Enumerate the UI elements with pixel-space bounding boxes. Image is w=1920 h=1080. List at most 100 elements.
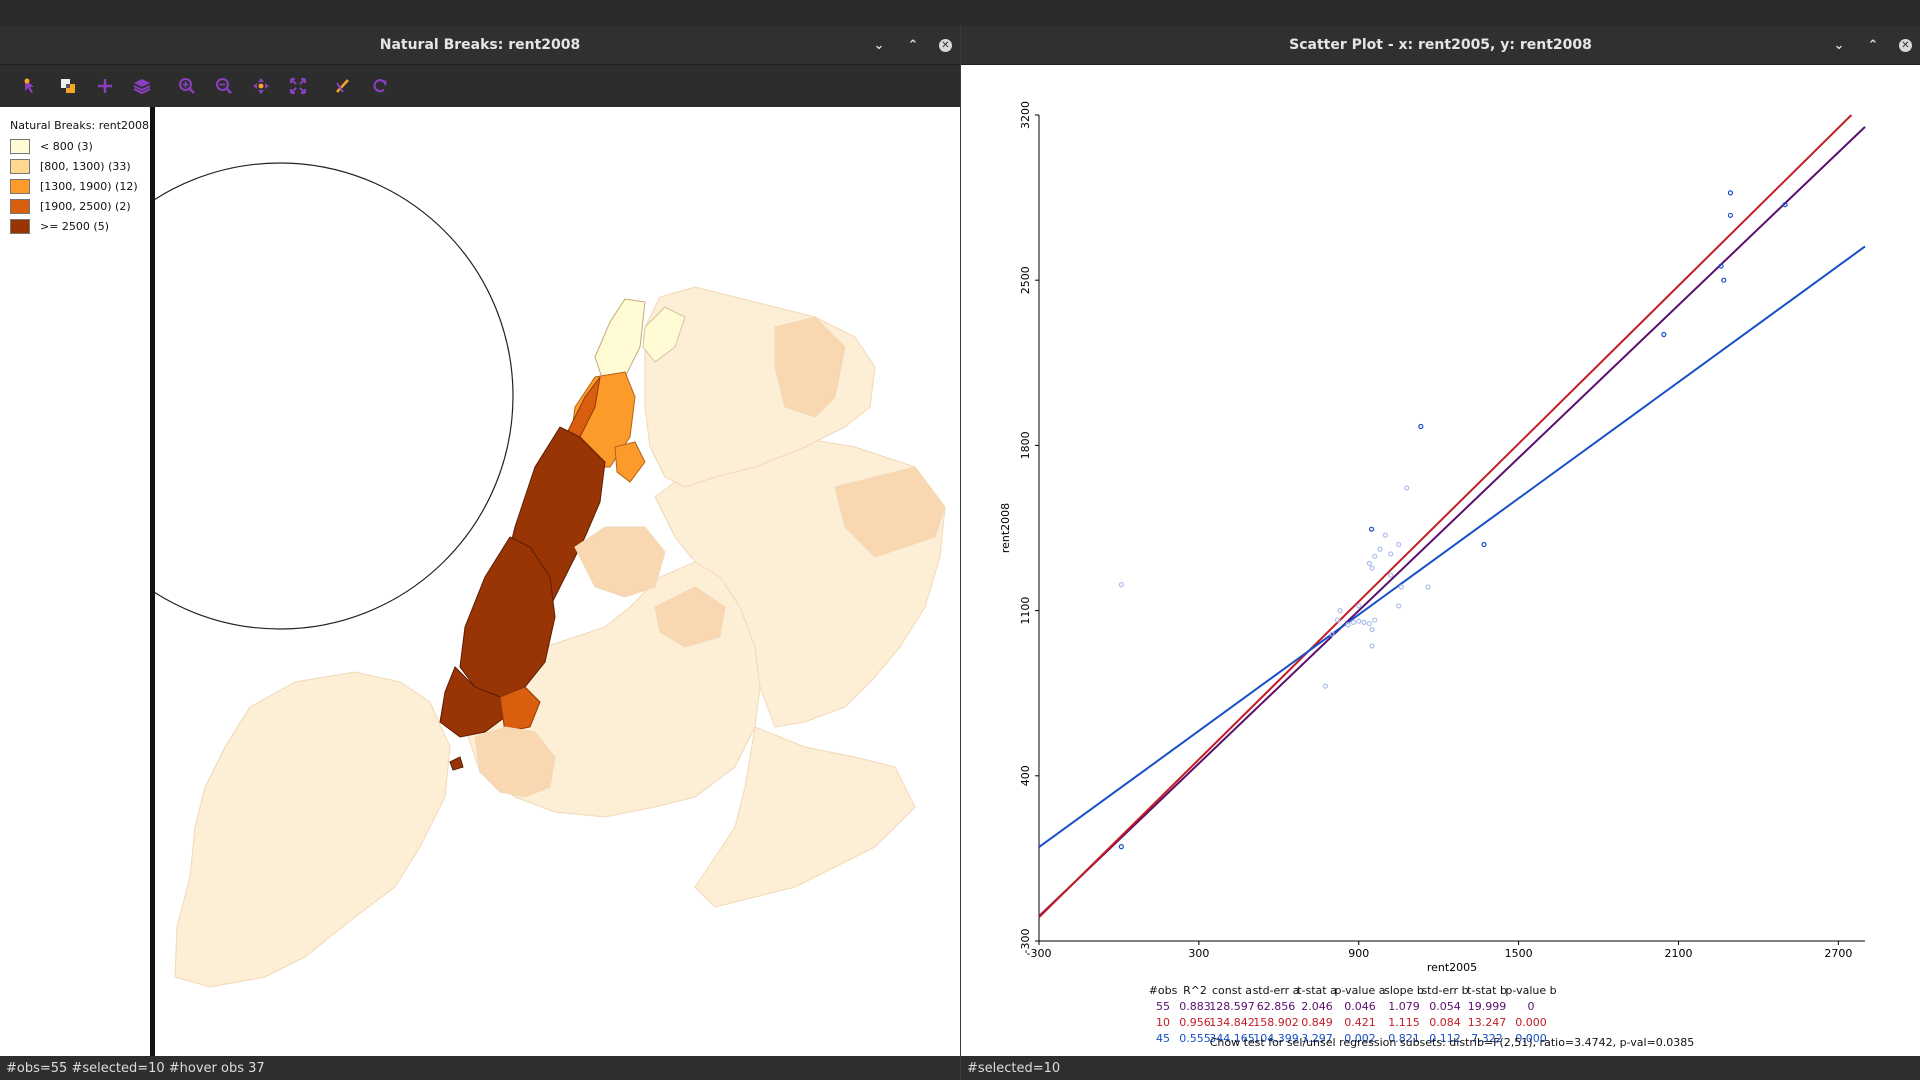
legend-item[interactable]: < 800 (3)	[10, 139, 93, 154]
stats-cell: 3.297	[1301, 1032, 1333, 1045]
scatter-plot-area[interactable]: -300 300 900 1500 2100 2700 -300 400 1100 1800 25…	[961, 65, 1920, 1056]
stats-cell: 2.046	[1301, 1000, 1333, 1013]
x-tick-label: -300	[1027, 947, 1052, 960]
map-region-staten-island	[174, 671, 451, 988]
scatter-point-unselected[interactable]	[1361, 619, 1367, 626]
maximize-icon[interactable]: ⌃	[907, 37, 919, 53]
add-layer-icon[interactable]	[86, 71, 123, 101]
scatter-point-unselected[interactable]	[1396, 603, 1402, 609]
scatter-point-unselected[interactable]	[1404, 485, 1410, 491]
select-icon[interactable]	[12, 71, 49, 101]
stats-cell: 344.165	[1209, 1032, 1255, 1045]
stats-cell: 128.597	[1209, 1000, 1255, 1013]
maximize-icon[interactable]: ⌃	[1867, 37, 1879, 53]
zoom-out-icon[interactable]	[205, 71, 242, 101]
map-region-lower-manhattan	[439, 666, 506, 738]
map-region-lower-east	[499, 686, 541, 733]
scatter-point-unselected[interactable]	[1345, 622, 1351, 628]
legend-swatch	[10, 219, 30, 234]
y-tick-label: 400	[1019, 765, 1032, 786]
scatter-window-titlebar[interactable]: Scatter Plot - x: rent2005, y: rent2008 …	[961, 26, 1920, 65]
scatter-point-unselected[interactable]	[1366, 620, 1372, 627]
scatter-point-selected[interactable]	[1661, 331, 1667, 338]
minimize-icon[interactable]: ⌄	[873, 37, 885, 53]
scatter-point-unselected[interactable]	[1396, 541, 1402, 548]
stats-cell: 0.421	[1344, 1016, 1376, 1029]
stats-cell: 0.000	[1515, 1032, 1547, 1045]
scatter-point-unselected[interactable]	[1369, 626, 1375, 633]
stats-cell: 158.902	[1253, 1016, 1299, 1029]
scatter-point-unselected[interactable]	[1398, 584, 1404, 590]
stats-cell: 0.084	[1429, 1016, 1461, 1029]
scatter-point-unselected[interactable]	[1366, 560, 1372, 566]
scatter-point-unselected[interactable]	[1369, 565, 1375, 571]
stats-header: R^2	[1183, 984, 1207, 997]
full-extent-icon[interactable]	[279, 71, 316, 101]
scatter-point-unselected[interactable]	[1118, 582, 1124, 588]
minimize-icon[interactable]: ⌄	[1833, 37, 1845, 53]
scatter-point-unselected[interactable]	[1322, 683, 1329, 689]
map-legend: Natural Breaks: rent2008 < 800 (3) [800,…	[0, 107, 155, 1056]
legend-item[interactable]: [1300, 1900) (12)	[10, 179, 138, 194]
stats-header: slope b	[1384, 984, 1424, 997]
scatter-point-unselected[interactable]	[1329, 631, 1335, 637]
regression-stats-table: #obs R^2 const a std-err at-stat ap-value a…	[1149, 984, 1557, 1045]
stats-cell: 13.247	[1468, 1016, 1507, 1029]
legend-item[interactable]: [800, 1300) (33)	[10, 159, 131, 174]
scatter-plot[interactable]: -300 300 900 1500 2100 2700 -300 400 1100 1800 25…	[961, 65, 1920, 1056]
scatter-point-selected[interactable]	[1118, 843, 1124, 850]
scatter-point-unselected[interactable]	[1377, 546, 1383, 552]
scatter-point-unselected[interactable]	[1382, 532, 1388, 538]
legend-swatch	[10, 139, 30, 154]
scatter-point-selected[interactable]	[1368, 526, 1375, 532]
scatter-point-unselected[interactable]	[1388, 551, 1394, 557]
close-icon[interactable]: ✕	[1899, 38, 1912, 52]
stats-cell: 0.555	[1179, 1032, 1211, 1045]
scatter-point-unselected[interactable]	[1369, 643, 1375, 649]
scatter-point-unselected[interactable]	[1334, 617, 1341, 623]
stats-cell: 45	[1156, 1032, 1170, 1045]
pan-icon[interactable]	[242, 71, 279, 101]
stats-header: p-value b	[1505, 984, 1556, 997]
stats-header: std-err a	[1253, 984, 1300, 997]
map-canvas[interactable]	[46, 107, 960, 1056]
refresh-icon[interactable]	[361, 71, 398, 101]
scatter-point-unselected[interactable]	[1337, 607, 1343, 614]
scatter-point-selected[interactable]	[1481, 541, 1487, 548]
edit-tool-icon[interactable]	[324, 71, 361, 101]
selection-mode-icon[interactable]	[49, 71, 86, 101]
map-window-titlebar[interactable]: Natural Breaks: rent2008 ⌄ ⌃ ✕	[0, 26, 960, 65]
stats-cell: 0.000	[1515, 1016, 1547, 1029]
map-region-queens-east	[834, 466, 946, 558]
scatter-point-unselected[interactable]	[1372, 617, 1378, 623]
regression-line-unselected	[1038, 245, 1866, 848]
scatter-point-unselected[interactable]	[1425, 584, 1431, 590]
stats-cell: 0.849	[1301, 1016, 1333, 1029]
scatter-point-selected[interactable]	[1418, 423, 1424, 430]
x-tick-label: 900	[1348, 947, 1369, 960]
stats-header: const a	[1212, 984, 1252, 997]
scatter-point-selected[interactable]	[1727, 212, 1734, 218]
map-region-east-harlem	[614, 441, 646, 483]
scatter-point-unselected[interactable]	[1388, 572, 1394, 578]
scatter-point-selected[interactable]	[1782, 202, 1788, 208]
scatter-point-selected[interactable]	[1718, 263, 1724, 269]
layers-icon[interactable]	[123, 71, 160, 101]
x-tick-label: 2700	[1824, 947, 1852, 960]
stats-cell: 0.883	[1179, 1000, 1211, 1013]
scatter-point-unselected[interactable]	[1350, 619, 1357, 626]
scatter-point-unselected[interactable]	[1356, 618, 1362, 624]
stats-cell: 0.821	[1388, 1032, 1420, 1045]
stats-header: t-stat a	[1297, 984, 1337, 997]
scatter-point-selected[interactable]	[1727, 190, 1734, 196]
scatter-point-unselected[interactable]	[1356, 603, 1362, 609]
legend-item[interactable]: [1900, 2500) (2)	[10, 199, 131, 214]
regression-line-all	[1038, 126, 1866, 917]
zoom-in-icon[interactable]	[168, 71, 205, 101]
close-icon[interactable]: ✕	[939, 38, 952, 52]
legend-item[interactable]: >= 2500 (5)	[10, 219, 109, 234]
nyc-choropleth-map[interactable]	[46, 107, 960, 1056]
y-axis-label: rent2008	[999, 503, 1012, 553]
scatter-point-unselected[interactable]	[1372, 553, 1378, 559]
scatter-point-selected[interactable]	[1721, 277, 1727, 283]
